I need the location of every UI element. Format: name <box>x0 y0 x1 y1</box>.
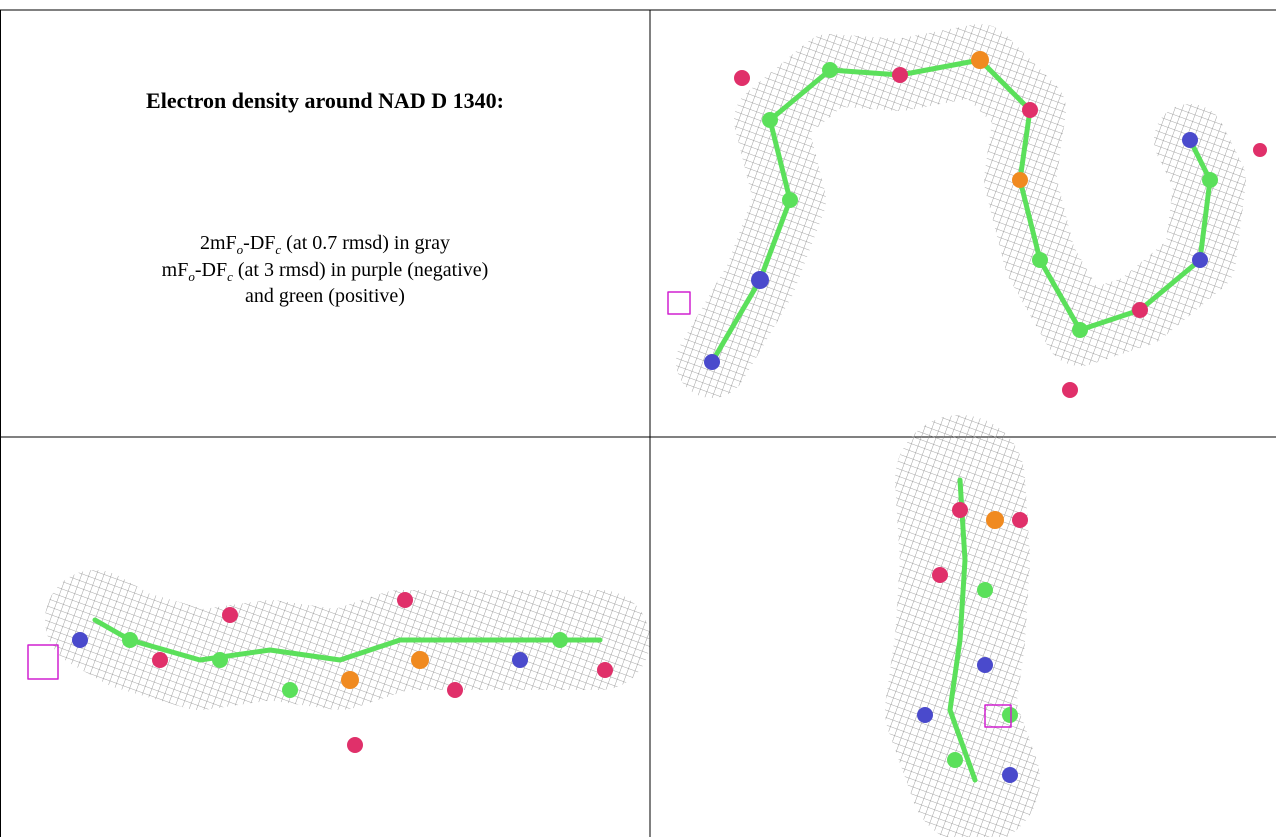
text: -DF <box>195 259 227 281</box>
text: -DF <box>243 232 275 254</box>
page: Electron density around NAD D 1340: 2mFo… <box>0 0 1276 837</box>
caption-title: Electron density around NAD D 1340: <box>0 88 650 114</box>
density-view-3 <box>917 480 1028 783</box>
caption-line: 2mFo-DFc (at 0.7 rmsd) in gray <box>0 232 650 258</box>
caption-line: and green (positive) <box>0 285 650 308</box>
density-view-2 <box>28 592 613 753</box>
table-lines <box>0 10 1276 837</box>
text: 2mF <box>200 232 237 254</box>
text: mF <box>162 259 189 281</box>
density-view-1 <box>668 51 1267 398</box>
caption-line: mFo-DFc (at 3 rmsd) in purple (negative) <box>0 259 650 285</box>
text: (at 0.7 rmsd) in gray <box>281 232 450 254</box>
text: (at 3 rmsd) in purple (negative) <box>233 259 488 281</box>
figure <box>0 0 1276 837</box>
